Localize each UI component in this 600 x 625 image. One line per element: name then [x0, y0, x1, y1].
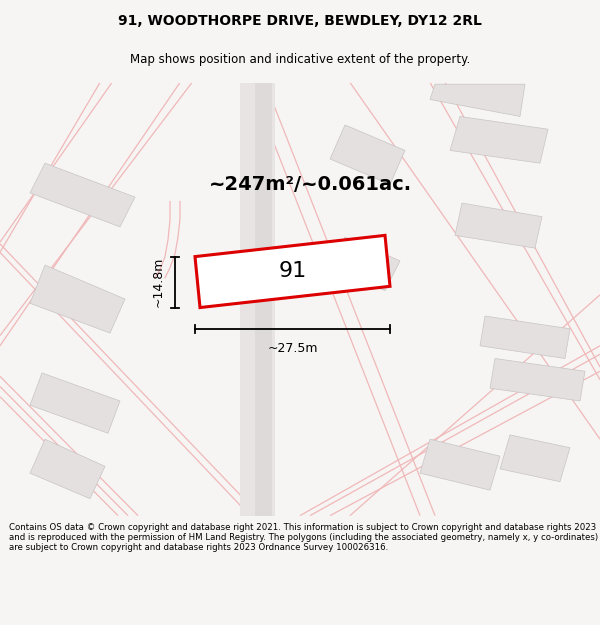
Polygon shape	[490, 359, 585, 401]
Polygon shape	[30, 163, 135, 227]
Polygon shape	[430, 84, 525, 116]
Polygon shape	[195, 236, 390, 308]
Text: Map shows position and indicative extent of the property.: Map shows position and indicative extent…	[130, 53, 470, 66]
Polygon shape	[30, 265, 125, 333]
Text: ~14.8m: ~14.8m	[151, 257, 164, 308]
Polygon shape	[240, 82, 275, 516]
Text: 91, WOODTHORPE DRIVE, BEWDLEY, DY12 2RL: 91, WOODTHORPE DRIVE, BEWDLEY, DY12 2RL	[118, 14, 482, 28]
Polygon shape	[30, 373, 120, 433]
Polygon shape	[455, 203, 542, 248]
Polygon shape	[330, 125, 405, 184]
Text: Contains OS data © Crown copyright and database right 2021. This information is : Contains OS data © Crown copyright and d…	[9, 522, 598, 552]
Polygon shape	[420, 439, 500, 490]
Text: ~247m²/~0.061ac.: ~247m²/~0.061ac.	[208, 175, 412, 194]
Text: ~27.5m: ~27.5m	[268, 341, 318, 354]
Polygon shape	[500, 435, 570, 482]
Polygon shape	[450, 116, 548, 163]
Polygon shape	[480, 316, 570, 359]
Polygon shape	[330, 237, 400, 291]
Polygon shape	[255, 82, 272, 516]
Text: 91: 91	[279, 261, 307, 281]
Polygon shape	[30, 439, 105, 499]
